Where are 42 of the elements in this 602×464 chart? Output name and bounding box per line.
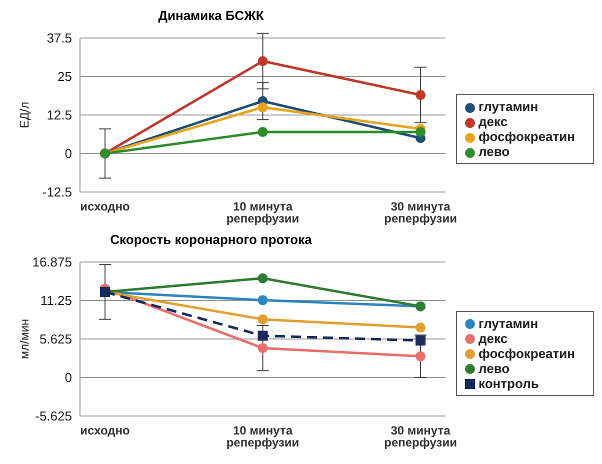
y-axis-title: ЕД/л [17, 102, 32, 128]
y-tick-label: 0 [64, 370, 72, 386]
y-tick-label: 0 [64, 146, 72, 162]
point [258, 314, 268, 324]
chart-title: Скорость коронарного протока [109, 232, 313, 249]
chart-title: Динамика БСЖК [157, 8, 265, 25]
x-tick-label: 30 минута реперфузии [384, 424, 457, 450]
point [416, 336, 426, 346]
y-tick-label: -12.5 [42, 184, 72, 200]
legend-label: декс [478, 330, 508, 346]
y-tick-label: 16.875 [32, 254, 72, 270]
y-tick-label: -5.625 [35, 408, 72, 424]
point [258, 126, 268, 137]
x-tick-label: 10 минута реперфузии [226, 424, 300, 450]
legend-label: глутамин [478, 99, 538, 114]
point [416, 90, 426, 100]
legend-label: фосфокреатин [478, 129, 575, 144]
legend-label: декс [478, 114, 508, 129]
legend-label: глутамин [478, 316, 538, 330]
y-tick-label: 11.25 [40, 293, 72, 308]
point [258, 102, 268, 112]
y-tick-label: 12.5 [46, 108, 72, 123]
x-tick-label: 30 минута реперфузии [384, 200, 457, 226]
point [258, 295, 268, 306]
point [416, 351, 426, 362]
y-tick-label: 37.5 [46, 30, 72, 46]
point [258, 343, 268, 354]
x-tick-label: 10 минута реперфузии [226, 200, 300, 226]
y-tick-label: 25 [58, 69, 72, 84]
legend-label: контроль [478, 376, 539, 390]
legend-label: фосфокреатин [478, 346, 575, 360]
point [258, 330, 268, 341]
x-tick-label: исходно [80, 424, 130, 438]
point [416, 126, 426, 137]
x-tick-label: исходно [80, 200, 130, 214]
point [258, 273, 268, 284]
legend-label: лево [478, 360, 510, 376]
y-tick-label: 5.625 [39, 332, 72, 347]
point [258, 56, 268, 66]
y-axis-title: мл/мин [17, 318, 32, 360]
point [416, 322, 426, 333]
legend-label: лево [478, 144, 510, 159]
